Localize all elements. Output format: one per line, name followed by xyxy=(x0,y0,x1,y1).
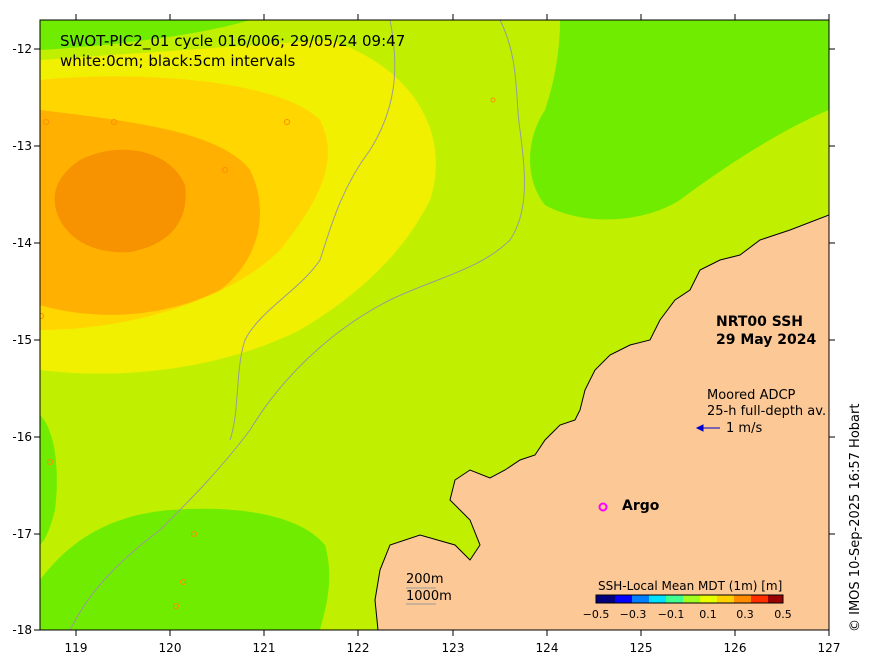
lat-tick-label: -12 xyxy=(12,42,32,56)
lat-tick-label: -14 xyxy=(12,236,32,250)
colorbar-swatch xyxy=(596,595,615,603)
lon-tick-label: 120 xyxy=(159,641,182,655)
plot-frame xyxy=(39,19,830,631)
land-mass xyxy=(374,214,829,630)
lat-tick-label: -16 xyxy=(12,430,32,444)
adcp-scale-arrow xyxy=(695,424,720,432)
colorbar-swatch xyxy=(700,595,717,603)
lon-tick-label: 127 xyxy=(818,641,841,655)
map-title-line1: SWOT-PIC2_01 cycle 016/006; 29/05/24 09:… xyxy=(60,32,406,50)
swot-point xyxy=(43,119,49,125)
map-title-line2: white:0cm; black:5cm intervals xyxy=(60,52,296,70)
ssh-low-northeast xyxy=(530,20,829,220)
map-plot-area xyxy=(40,20,829,630)
colorbar-swatch xyxy=(615,595,632,603)
colorbar-swatch xyxy=(734,595,751,603)
swot-point xyxy=(47,459,53,465)
swot-point xyxy=(40,313,44,319)
isobath-200m-label: 200m xyxy=(406,572,444,587)
product-label-line2: 29 May 2024 xyxy=(716,332,817,348)
lon-tick-label: 123 xyxy=(442,641,465,655)
argo-marker xyxy=(598,502,608,512)
colorbar-tick: 0.1 xyxy=(699,608,717,621)
lat-tick-label: -13 xyxy=(12,139,32,153)
lon-tick-labels: 119 120 121 122 123 124 125 126 127 xyxy=(65,641,841,655)
ssh-low-southwest xyxy=(40,508,330,630)
swot-point xyxy=(173,603,179,609)
colorbar-title: SSH-Local Mean MDT (1m) [m] xyxy=(598,579,782,593)
swot-point xyxy=(490,97,496,103)
lon-tick-label: 125 xyxy=(630,641,653,655)
ssh-low-west-edge xyxy=(40,415,57,545)
swot-point xyxy=(284,119,290,125)
adcp-label-line2: 25-h full-depth av. xyxy=(707,404,827,419)
lat-tick-label: -18 xyxy=(12,623,32,637)
colorbar-swatch xyxy=(751,595,768,603)
colorbar-swatch xyxy=(632,595,649,603)
isobath-1000m xyxy=(69,20,525,630)
adcp-label-line1: Moored ADCP xyxy=(707,388,796,403)
lat-tick-labels: -12 -13 -14 -15 -16 -17 -18 xyxy=(12,42,32,637)
colorbar: SSH-Local Mean MDT (1m) [m] −0.5 −0.3 −0… xyxy=(583,579,792,621)
colorbar-tick: −0.1 xyxy=(658,608,685,621)
colorbar-tick: 0.5 xyxy=(774,608,792,621)
colorbar-swatch xyxy=(649,595,666,603)
credit-text: © IMOS 10-Sep-2025 16:57 Hobart xyxy=(848,403,863,632)
colorbar-swatch xyxy=(683,595,700,603)
lat-tick-label: -15 xyxy=(12,333,32,347)
swot-points xyxy=(40,97,496,609)
colorbar-tick: −0.3 xyxy=(620,608,647,621)
ssh-low-north-strip xyxy=(40,20,250,50)
swot-point xyxy=(191,531,197,537)
colorbar-frame xyxy=(595,594,784,604)
isobath-200m xyxy=(229,20,396,441)
swot-point xyxy=(180,579,186,585)
lon-tick-label: 126 xyxy=(724,641,747,655)
swot-point xyxy=(222,167,228,173)
colorbar-swatch xyxy=(666,595,683,603)
lon-tick-label: 122 xyxy=(347,641,370,655)
lon-tick-label: 119 xyxy=(65,641,88,655)
swot-point xyxy=(111,119,117,125)
isobath-1000m-label: 1000m xyxy=(406,589,452,604)
colorbar-tick: −0.5 xyxy=(583,608,610,621)
product-label-line1: NRT00 SSH xyxy=(716,314,804,330)
argo-label: Argo xyxy=(622,498,660,514)
colorbar-swatch xyxy=(768,595,783,603)
lat-tick-label: -17 xyxy=(12,527,32,541)
colorbar-tick: 0.3 xyxy=(736,608,754,621)
adcp-scale-label: 1 m/s xyxy=(726,421,763,436)
colorbar-swatch xyxy=(717,595,734,603)
lon-tick-label: 124 xyxy=(536,641,559,655)
tick-marks xyxy=(34,14,835,636)
ssh-high-contour-4 xyxy=(54,149,186,253)
lon-tick-label: 121 xyxy=(253,641,276,655)
